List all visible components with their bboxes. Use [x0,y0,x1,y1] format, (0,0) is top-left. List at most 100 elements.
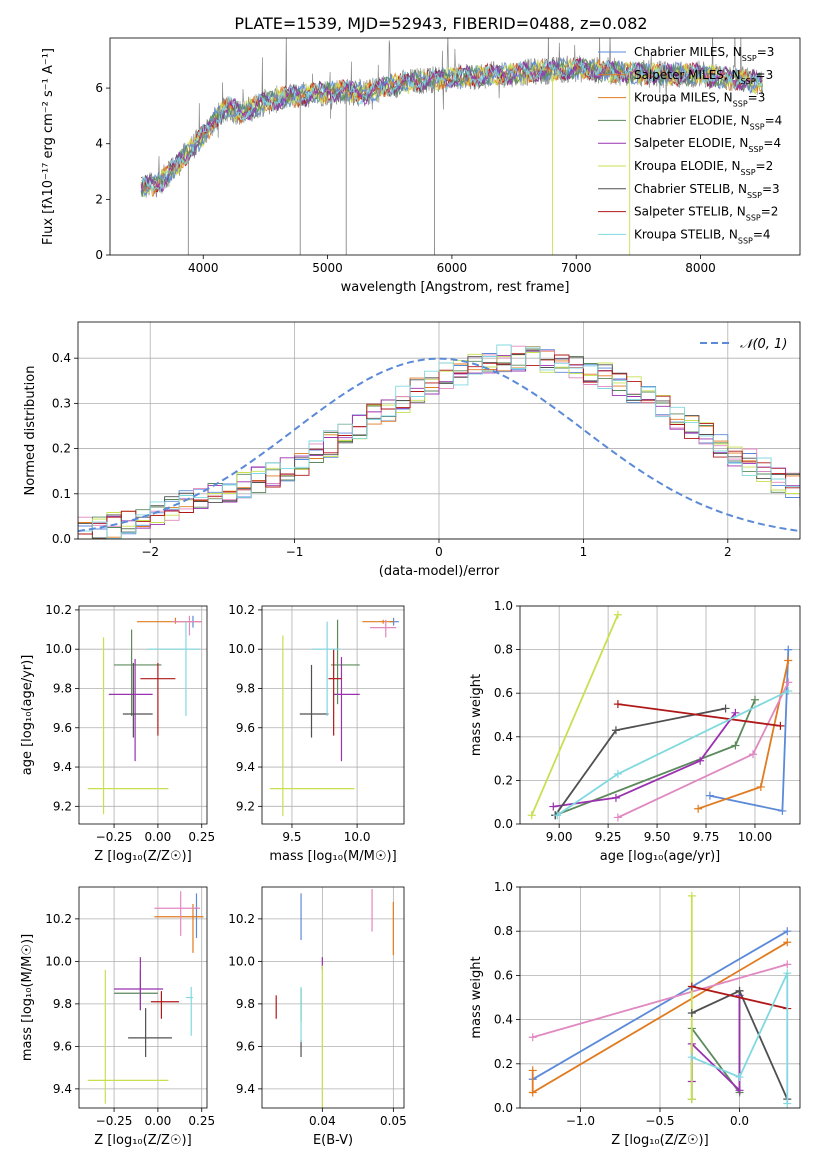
y-axis-label: mass weight [469,956,484,1038]
weight-point-marker [783,938,792,947]
x-tick-label: −2 [141,545,159,559]
spectrum-model-line [141,58,763,194]
weight-point-marker [735,986,744,995]
gaussian-curve [78,357,800,533]
x-tick-label: 9.5 [282,830,301,844]
x-tick-label: 10.0 [344,830,371,844]
y-tick-label: 9.8 [53,997,72,1011]
legend-label: 𝒩(0, 1) [740,337,787,352]
weight-point-marker [528,1066,537,1075]
weight-point-marker [611,793,620,802]
weight-series-line [530,614,619,816]
spectrum-legend: Chabrier MILES, NSSP=3 Salpeter MILES, NS… [598,45,782,245]
spectrum-model-line [140,57,763,193]
x-tick-label: 2 [724,545,732,559]
legend-label: Salpeter ELODIE, NSSP=4 [634,136,781,154]
weight-series-line [691,972,789,1104]
y-tick-label: 0.2 [494,773,513,787]
x-tick-label: 9.50 [644,830,671,844]
weight-point-marker [553,811,562,820]
spectrum-plot-area [140,38,764,255]
weight_vs_Z-frame [519,886,801,1109]
x-tick-label: −0.5 [645,1114,674,1128]
age_vs_Z-frame [78,605,208,825]
y-axis-label: mass [log₁₀(M/M☉)] [20,934,35,1061]
mass_vs_ebv-plot-area [275,889,394,1108]
age_vs_mass-frame [261,605,405,825]
weight-series-line [532,930,788,1081]
mass_vs_ebv-axes: 0.04 0.05 9.4 9.6 9.8 10.0 10.2 E(B-V) [228,887,407,1148]
y-tick-label: 9.4 [53,760,72,774]
y-tick-label: 9.6 [53,721,72,735]
weight-point-marker [696,756,705,765]
y-tick-label: 0.2 [52,442,71,456]
weight-series-line [532,963,788,1039]
weight_vs_Z-plot-area [528,891,792,1108]
age_vs_Z-axes: −0.25 0.00 0.25 9.2 9.4 9.6 9.8 10.0 10.2 Z [log₁… [20,603,215,864]
mass_vs_Z-plot-area [87,891,204,1104]
legend-label: Kroupa STELIB, NSSP=4 [634,227,771,245]
mass_vs_Z-frame [78,886,208,1109]
y-tick-label: 9.2 [53,799,72,813]
weight-point-marker [528,1088,537,1097]
y-tick-label: 1.0 [494,599,513,613]
y-tick-label: 6 [95,81,103,95]
x-axis-label: wavelength [Angstrom, rest frame] [341,280,570,295]
y-tick-label: 1.0 [494,880,513,894]
spectrum-axes: 4000 5000 6000 7000 8000 0 2 4 6 wavelength [Angs… [41,48,716,295]
x-axis-label: age [log₁₀(age/yr)] [600,849,721,864]
y-tick-label: 0.0 [494,1101,513,1115]
mass_vs_ebv-frame [261,886,405,1109]
weight-point-marker [735,1086,744,1095]
weight-point-marker [750,695,759,704]
weight-point-marker [527,811,536,820]
x-tick-label: 0.00 [145,830,172,844]
x-tick-label: 0.0 [730,1114,749,1128]
y-axis-label: mass weight [469,674,484,756]
weight-series-line [553,712,737,808]
weight-point-marker [783,1099,792,1108]
y-tick-label: 0.0 [52,532,71,546]
weight-point-marker [694,804,703,813]
weight-series-line [617,703,781,727]
y-tick-label: 2 [95,192,103,206]
y-tick-label: 9.6 [53,1039,72,1053]
mass_vs_Z-axes: −0.25 0.00 0.25 9.4 9.6 9.8 10.0 10.2 Z [log₁₀(Z… [20,887,215,1148]
weight-point-marker [613,813,622,822]
y-tick-label: 9.8 [53,681,72,695]
x-tick-label: 6000 [437,261,468,275]
legend-label: Kroupa ELODIE, NSSP=2 [634,159,773,177]
y-tick-label: 0.1 [52,487,71,501]
y-axis-label: Normed distribution [23,366,38,496]
x-tick-label: 8000 [685,261,716,275]
y-tick-label: 0.6 [494,686,513,700]
y-tick-label: 0.8 [494,643,513,657]
x-axis-label: mass [log₁₀(M/M☉)] [269,849,396,864]
x-axis-label: Z [log₁₀(Z/Z☉)] [611,1133,708,1148]
legend-label: Chabrier MILES, NSSP=3 [634,45,774,63]
age_vs_mass-axes: 9.5 10.0 9.2 9.4 9.6 9.8 10.0 10.2 mass [log₁₀(M… [228,603,404,864]
y-tick-label: 9.4 [236,1082,255,1096]
y-tick-label: 10.0 [228,954,255,968]
x-tick-label: 0.25 [188,830,215,844]
x-tick-label: 9.25 [595,830,622,844]
x-tick-label: 7000 [561,261,592,275]
residuals-axes: −2 −1 0 1 2 0.0 0.1 0.2 0.3 0.4 (data-model)/error… [23,322,800,579]
weight-point-marker [611,726,620,735]
weight-point-marker [687,1008,696,1017]
x-tick-label: 10.00 [738,830,772,844]
weight_vs_age-plot-area [527,610,793,822]
weight-point-marker [749,750,758,759]
y-tick-label: 10.2 [228,603,255,617]
x-tick-label: 4000 [188,261,219,275]
histogram-series [78,350,800,539]
weight-point-marker [613,610,622,619]
weight-point-marker [687,982,696,991]
legend-label: Chabrier STELIB, NSSP=3 [634,182,780,200]
x-tick-label: 5000 [312,261,343,275]
weight-point-marker [784,687,793,696]
y-tick-label: 10.0 [45,954,72,968]
weight-series-line [697,660,790,810]
y-tick-label: 10.2 [45,603,72,617]
